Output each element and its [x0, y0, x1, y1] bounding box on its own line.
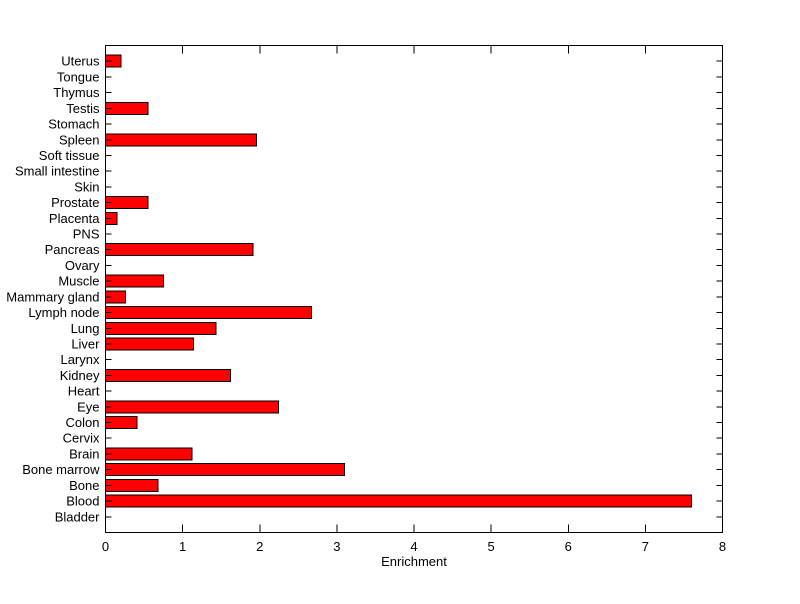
y-tick-label: Muscle — [58, 274, 99, 289]
y-tick-label: Mammary gland — [6, 289, 99, 304]
y-tick-label: Colon — [66, 415, 100, 430]
y-tick-label: Heart — [68, 384, 100, 399]
axes-frame — [105, 45, 723, 533]
plot-box — [105, 45, 723, 533]
y-tick-label: Spleen — [59, 132, 99, 147]
y-tick-label: Thymus — [53, 85, 100, 100]
y-tick-label: Cervix — [63, 431, 100, 446]
bars-group — [105, 54, 693, 508]
y-tick-label: Bone marrow — [22, 462, 100, 477]
y-tick-label: Pancreas — [45, 242, 100, 257]
bar-eye — [105, 400, 279, 414]
bar-bone — [105, 478, 159, 492]
y-tick-label: Tongue — [57, 69, 100, 84]
x-axis-title: Enrichment — [381, 554, 447, 569]
bar-pancreas — [105, 243, 254, 257]
x-tick-labels-group: 0 1 2 3 4 5 6 7 8 — [102, 539, 726, 554]
y-tick-label: Soft tissue — [39, 148, 100, 163]
y-tick-label: Testis — [66, 101, 100, 116]
x-tick-label: 8 — [719, 539, 726, 554]
bar-liver — [105, 337, 194, 351]
bar-blood — [105, 494, 693, 508]
y-tick-label: Bone — [69, 478, 99, 493]
x-tick-label: 4 — [410, 539, 417, 554]
y-tick-label: Lung — [71, 321, 100, 336]
bar-testis — [105, 101, 149, 115]
y-tick-label: Kidney — [60, 368, 100, 383]
ticks-group — [105, 45, 723, 533]
x-tick-label: 2 — [256, 539, 263, 554]
y-tick-label: Ovary — [65, 258, 100, 273]
y-tick-label: Lymph node — [28, 305, 99, 320]
bar-spleen — [105, 133, 258, 147]
bar-kidney — [105, 368, 231, 382]
y-tick-label: Bladder — [55, 509, 100, 524]
y-tick-label: Placenta — [49, 211, 100, 226]
bar-lung — [105, 321, 217, 335]
y-tick-label: Skin — [74, 179, 99, 194]
x-tick-label: 7 — [642, 539, 649, 554]
y-tick-label: Eye — [77, 399, 99, 414]
x-tick-label: 1 — [179, 539, 186, 554]
category-labels-group: UterusTongueThymusTestisStomachSpleenSof… — [6, 54, 100, 525]
x-tick-label: 6 — [565, 539, 572, 554]
y-tick-label: Prostate — [51, 195, 99, 210]
y-tick-label: Liver — [71, 336, 100, 351]
bar-lymph-node — [105, 306, 312, 320]
y-tick-label: Blood — [66, 494, 99, 509]
y-tick-label: Brain — [69, 446, 99, 461]
bar-muscle — [105, 274, 164, 288]
x-tick-label: 3 — [333, 539, 340, 554]
x-tick-label: 0 — [102, 539, 109, 554]
y-tick-label: Larynx — [60, 352, 100, 367]
y-tick-label: Uterus — [61, 54, 100, 69]
bar-brain — [105, 447, 193, 461]
y-tick-label: Small intestine — [15, 164, 100, 179]
bar-bone-marrow — [105, 463, 346, 477]
y-tick-label: Stomach — [48, 117, 99, 132]
bar-prostate — [105, 196, 149, 210]
y-tick-label: PNS — [73, 227, 100, 242]
x-tick-label: 5 — [488, 539, 495, 554]
